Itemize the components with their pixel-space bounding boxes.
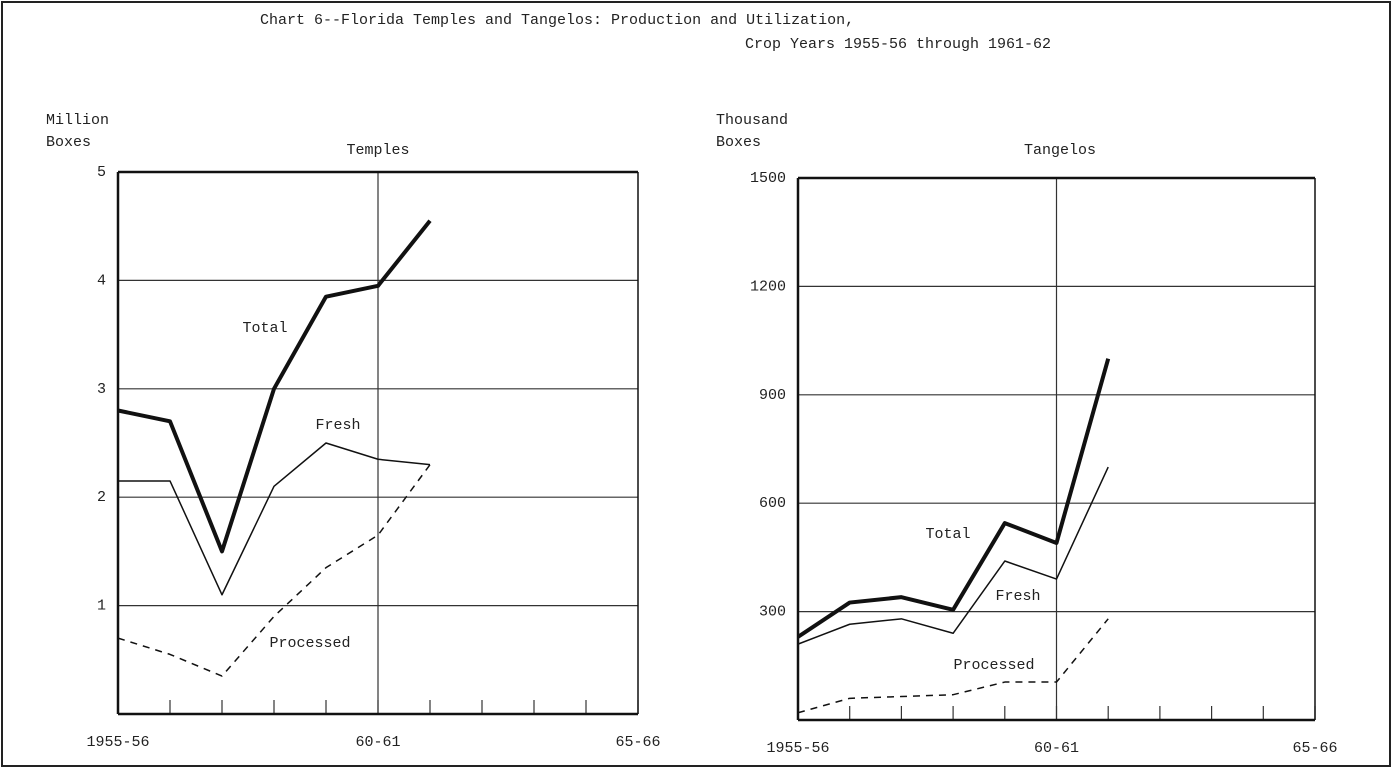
y-tick-label: 1500 <box>750 170 786 187</box>
x-tick-label: 60-61 <box>355 734 400 751</box>
y-axis-label: Thousand <box>716 112 788 129</box>
y-tick-label: 1200 <box>750 278 786 295</box>
y-tick-label: 300 <box>759 604 786 621</box>
series-label: Total <box>925 526 970 543</box>
y-tick-label: 900 <box>759 387 786 404</box>
series-label: Fresh <box>315 417 360 434</box>
y-axis-label: Boxes <box>46 134 91 151</box>
series-line <box>796 358 1111 639</box>
series-line <box>117 464 431 677</box>
series-label: Fresh <box>995 588 1040 605</box>
series-line <box>117 219 432 554</box>
y-tick-label: 4 <box>97 272 106 289</box>
x-tick-label: 65-66 <box>615 734 660 751</box>
x-tick-label: 65-66 <box>1292 740 1337 757</box>
x-tick-label: 60-61 <box>1034 740 1079 757</box>
series-label: Processed <box>953 657 1034 674</box>
y-tick-label: 1 <box>97 598 106 615</box>
y-axis-label: Boxes <box>716 134 761 151</box>
y-tick-label: 3 <box>97 381 106 398</box>
x-tick-label: 1955-56 <box>86 734 149 751</box>
x-tick-label: 1955-56 <box>766 740 829 757</box>
y-tick-label: 5 <box>97 164 106 181</box>
panel-title: Tangelos <box>1024 142 1096 159</box>
y-axis-label: Million <box>46 112 109 129</box>
series-label: Processed <box>269 635 350 652</box>
title-line: Crop Years 1955-56 through 1961-62 <box>745 36 1051 53</box>
y-tick-label: 2 <box>97 489 106 506</box>
series-line <box>797 466 1109 645</box>
series-label: Total <box>242 320 287 337</box>
title-line: Chart 6--Florida Temples and Tangelos: P… <box>260 12 854 29</box>
y-tick-label: 600 <box>759 495 786 512</box>
series-line <box>797 618 1109 714</box>
series-line <box>118 442 431 596</box>
panel-title: Temples <box>346 142 409 159</box>
